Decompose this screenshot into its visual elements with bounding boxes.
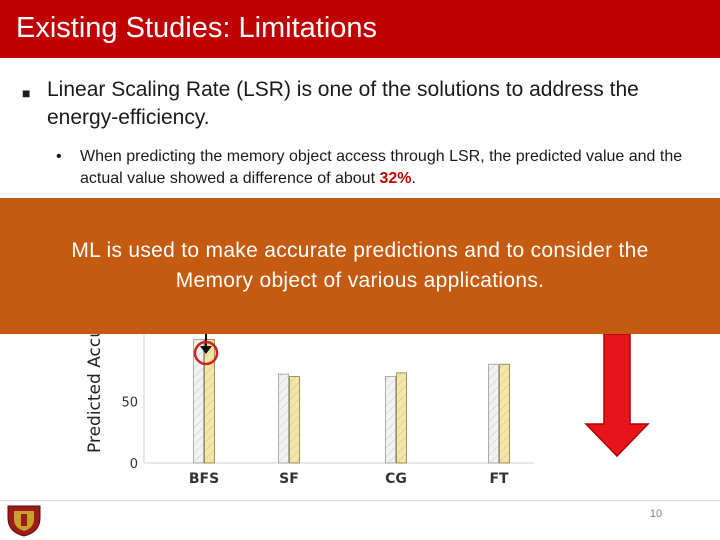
- sub-bullet-prefix: When predicting the memory object access…: [80, 148, 683, 187]
- square-bullet-icon: ■: [22, 85, 31, 101]
- y-tick-label: 0: [130, 457, 138, 472]
- footer-divider: [0, 500, 720, 501]
- y-tick-label: 50: [121, 395, 138, 410]
- x-tick-label-sf: SF: [279, 471, 299, 487]
- x-tick-label-bfs: BFS: [189, 471, 219, 487]
- bar-cg-s2: [396, 372, 407, 464]
- marker-arrow-head: [200, 346, 212, 354]
- circle-marker-icon: [193, 340, 219, 366]
- callout-banner: ML is used to make accurate predictions …: [0, 198, 720, 334]
- main-bullet: ■ Linear Scaling Rate (LSR) is one of th…: [22, 76, 702, 132]
- slide-title: Existing Studies: Limitations: [16, 12, 378, 44]
- x-tick-label-ft: FT: [489, 471, 509, 487]
- sub-bullet-suffix: .: [411, 170, 416, 187]
- y-axis-label: Predicted Accu: [85, 327, 105, 453]
- banner-text: ML is used to make accurate predictions …: [71, 239, 649, 292]
- bar-sf-s2: [289, 376, 300, 464]
- bar-bfs-s1: [193, 339, 204, 464]
- bar-bfs-s2: [204, 339, 215, 464]
- x-tick-label-cg: CG: [385, 471, 407, 487]
- sub-bullet-text: When predicting the memory object access…: [56, 146, 706, 190]
- title-bar: Existing Studies: Limitations: [0, 0, 720, 58]
- bar-cg-s1: [385, 376, 396, 464]
- dot-bullet-icon: •: [56, 148, 62, 165]
- page-number: 10: [649, 508, 663, 520]
- down-arrow-icon: [584, 333, 650, 458]
- bar-ft-s1: [488, 363, 499, 464]
- bar-ft-s2: [499, 363, 510, 464]
- main-bullet-text: Linear Scaling Rate (LSR) is one of the …: [47, 78, 639, 129]
- shield-crest-icon: [7, 505, 41, 537]
- bar-sf-s1: [278, 373, 289, 464]
- accuracy-chart: Predicted Accu 0 50 BFS SF CG FT: [85, 300, 650, 487]
- highlight-percent: 32%: [379, 170, 412, 187]
- sub-bullet: • When predicting the memory object acce…: [56, 146, 706, 190]
